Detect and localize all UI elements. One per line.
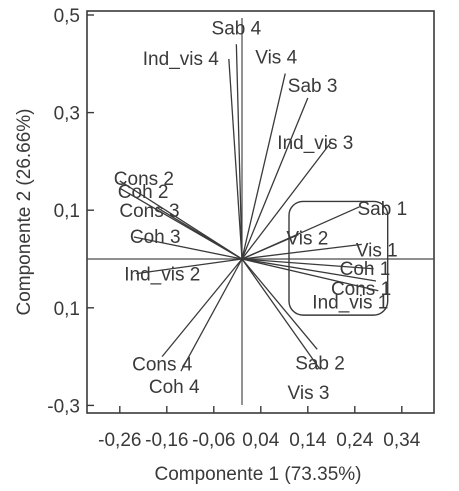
loading-vectors (119, 44, 379, 372)
x-tick-label-2: -0,06 (192, 430, 235, 451)
vector-line-18 (241, 258, 318, 350)
vector-label-11: Vis 1 (356, 240, 398, 261)
vector-label-8: Coh 3 (130, 227, 181, 248)
vector-label-16: Cons 4 (132, 355, 193, 376)
vector-label-5: Cons 2 (114, 169, 174, 190)
vector-label-18: Sab 2 (295, 353, 345, 374)
vector-label-0: Sab 4 (212, 18, 262, 39)
vector-label-14: Ind_vis 1 (312, 293, 388, 314)
vector-label-17: Coh 4 (149, 377, 200, 398)
x-tick-label-0: -0,26 (98, 430, 141, 451)
vector-line-11 (241, 243, 362, 260)
x-tick-label-4: 0,14 (289, 430, 326, 451)
vector-label-6: Coh 2 (118, 182, 169, 203)
vector-line-3 (241, 97, 309, 260)
vector-line-7 (157, 207, 243, 260)
x-axis-title: Componente 1 (73.35%) (154, 464, 361, 485)
vector-label-19: Vis 3 (288, 383, 330, 404)
vector-label-1: Ind_vis 4 (143, 49, 219, 70)
vector-line-12 (241, 258, 374, 270)
y-tick-label-2: 0,1 (54, 201, 80, 222)
vector-line-8 (133, 236, 243, 260)
vector-line-13 (241, 258, 377, 282)
zero-lines (87, 18, 434, 405)
y-tick-label-1: 0,3 (54, 104, 80, 125)
vector-label-7: Cons 3 (119, 201, 179, 222)
vector-label-3: Sab 3 (288, 76, 338, 97)
axis-ticks: -0,26 -0,16 -0,06 0,04 0,14 0,24 0,34 0,5 0,3 0,1… (47, 6, 420, 451)
vector-line-17 (180, 258, 243, 372)
x-tick-label-1: -0,16 (145, 430, 188, 451)
x-tick-label-3: 0,04 (242, 430, 279, 451)
vector-line-19 (241, 258, 321, 370)
vector-line-2 (241, 73, 286, 260)
y-tick-label-0: 0,5 (54, 6, 80, 27)
vector-line-1 (228, 58, 243, 260)
x-tick-label-5: 0,24 (336, 430, 373, 451)
y-axis-title: Componente 2 (26.66%) (14, 108, 35, 315)
vector-line-0 (235, 44, 243, 260)
y-tick-label-4: -0,3 (47, 396, 80, 417)
group-highlight-box (288, 200, 389, 316)
vector-label-10: Vis 2 (286, 229, 328, 250)
vector-label-13: Cons 1 (331, 279, 391, 300)
vector-line-15 (136, 258, 243, 275)
vector-line-14 (241, 258, 379, 292)
vector-line-4 (241, 141, 332, 260)
x-tick-label-6: 0,34 (383, 430, 420, 451)
vector-label-12: Coh 1 (340, 259, 391, 280)
vector-label-15: Ind_vis 2 (124, 265, 200, 286)
vector-label-2: Vis 4 (255, 48, 297, 69)
y-tick-label-3: 0,1 (54, 299, 80, 320)
vector-label-4: Ind_vis 3 (277, 133, 353, 154)
vector-line-16 (161, 258, 243, 358)
vector-label-9: Sab 1 (358, 199, 408, 220)
